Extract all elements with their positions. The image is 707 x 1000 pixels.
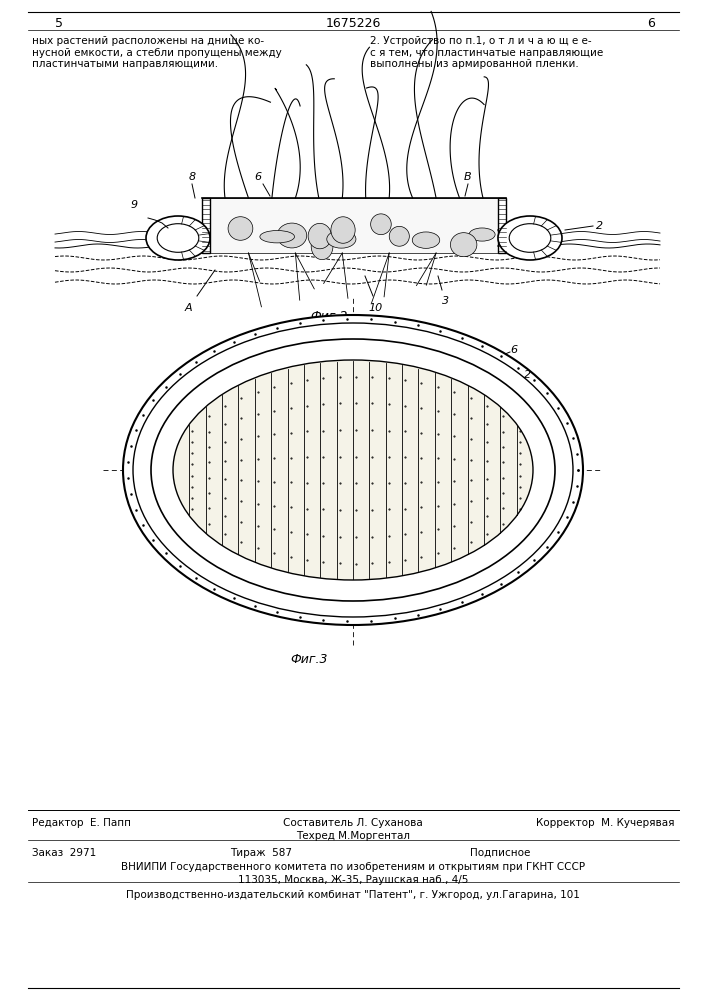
Text: Тираж  587: Тираж 587 [230,848,292,858]
Ellipse shape [327,230,356,248]
Text: 6: 6 [647,17,655,30]
Ellipse shape [228,217,253,240]
Text: 2: 2 [596,221,603,231]
Text: ных растений расположены на днище ко-
нусной емкости, а стебли пропущены между
п: ных растений расположены на днище ко- ну… [32,36,282,69]
Text: 8: 8 [189,172,196,182]
Text: 3: 3 [442,296,449,306]
Text: 6: 6 [510,345,517,355]
Bar [498,198,506,253]
Ellipse shape [390,226,409,246]
Ellipse shape [173,360,533,580]
Text: ВНИИПИ Государственного комитета по изобретениям и открытиям при ГКНТ СССР: ВНИИПИ Государственного комитета по изоб… [121,862,585,872]
Ellipse shape [311,233,333,260]
Ellipse shape [151,339,555,601]
Text: 113035, Москва, Ж-35, Раушская наб., 4/5: 113035, Москва, Ж-35, Раушская наб., 4/5 [238,875,468,885]
Ellipse shape [260,230,295,243]
Text: Корректор  М. Кучерявая: Корректор М. Кучерявая [537,818,675,828]
Ellipse shape [157,224,199,252]
Text: 9: 9 [131,200,138,210]
Text: 1675226: 1675226 [325,17,380,30]
Ellipse shape [469,228,495,241]
Text: 6: 6 [255,172,262,182]
Text: 2. Устройство по п.1, о т л и ч а ю щ е е-
с я тем, что пластинчатые направляющи: 2. Устройство по п.1, о т л и ч а ю щ е … [370,36,603,69]
Bar [202,198,210,253]
Text: Составитель Л. Суханова: Составитель Л. Суханова [283,818,423,828]
Text: 10: 10 [368,303,382,313]
Text: Техред М.Моргентал: Техред М.Моргентал [296,831,410,841]
Text: 5: 5 [55,17,63,30]
Text: Фиг.2: Фиг.2 [310,310,348,323]
Text: B: B [464,172,472,182]
Text: Заказ  2971: Заказ 2971 [32,848,96,858]
Ellipse shape [331,217,355,243]
Ellipse shape [509,224,551,252]
Ellipse shape [308,223,332,249]
Ellipse shape [277,223,307,248]
Ellipse shape [412,232,440,248]
Ellipse shape [146,216,210,260]
Text: Фиг.3: Фиг.3 [290,653,327,666]
Text: A: A [185,303,192,313]
Ellipse shape [133,323,573,617]
Text: Редактор  Е. Папп: Редактор Е. Папп [32,818,131,828]
Bar [210,198,498,253]
Text: Производственно-издательский комбинат "Патент", г. Ужгород, ул.Гагарина, 101: Производственно-издательский комбинат "П… [126,890,580,900]
Text: Подписное: Подписное [470,848,530,858]
Ellipse shape [498,216,562,260]
Ellipse shape [370,214,391,235]
Text: 2: 2 [524,370,531,380]
Ellipse shape [450,233,477,257]
Ellipse shape [123,315,583,625]
